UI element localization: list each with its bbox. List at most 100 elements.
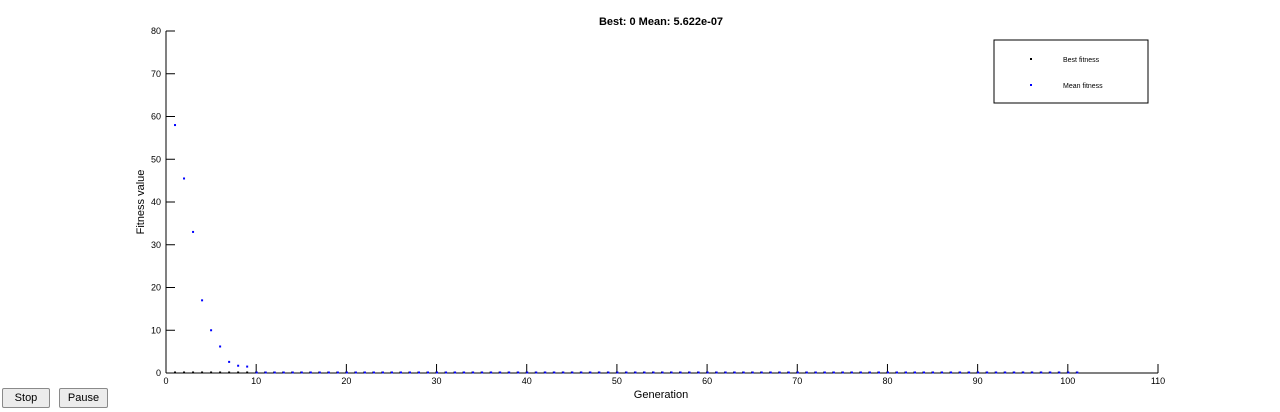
y-tick-label: 70 <box>151 69 161 79</box>
mean-fitness-point <box>1013 371 1016 374</box>
best-fitness-point <box>201 371 204 374</box>
mean-fitness-point <box>201 299 204 302</box>
mean-fitness-point <box>390 371 393 374</box>
mean-fitness-point <box>1040 371 1043 374</box>
mean-fitness-point <box>914 371 917 374</box>
mean-fitness-point <box>1031 371 1034 374</box>
x-tick-label: 110 <box>1151 376 1165 386</box>
mean-fitness-point <box>345 371 348 374</box>
mean-fitness-point <box>968 371 971 374</box>
best-fitness-point <box>228 371 231 374</box>
y-tick-label: 40 <box>151 197 161 207</box>
mean-fitness-point <box>787 371 790 374</box>
legend-marker-mean <box>1030 84 1032 86</box>
best-fitness-point <box>192 371 195 374</box>
x-axis-label: Generation <box>634 389 688 401</box>
mean-fitness-point <box>950 371 953 374</box>
mean-fitness-point <box>363 371 366 374</box>
legend-marker-best <box>1030 58 1032 60</box>
best-fitness-point <box>237 371 240 374</box>
y-axis-label: Fitness value <box>135 170 147 235</box>
mean-fitness-point <box>228 360 231 363</box>
mean-fitness-point <box>454 371 457 374</box>
mean-fitness-point <box>580 371 583 374</box>
best-fitness-point <box>183 371 186 374</box>
tick-labels: 0 10 20 30 40 50 60 70 80 90 100 110 0 10 20 30 40 50 60 70… <box>151 26 1165 386</box>
best-fitness-point <box>219 371 222 374</box>
x-tick-label: 0 <box>163 376 168 386</box>
legend-label-mean: Mean fitness <box>1063 83 1103 90</box>
mean-fitness-point <box>832 371 835 374</box>
mean-fitness-point <box>219 345 222 348</box>
mean-fitness-point <box>381 371 384 374</box>
mean-fitness-point <box>742 371 745 374</box>
mean-fitness-point <box>246 365 249 368</box>
mean-fitness-point <box>814 371 817 374</box>
mean-fitness-point <box>769 371 772 374</box>
mean-fitness-point <box>715 371 718 374</box>
mean-fitness-point <box>354 371 357 374</box>
mean-fitness-point <box>796 371 799 374</box>
legend: Best fitness Mean fitness <box>993 39 1149 104</box>
mean-fitness-point <box>904 371 907 374</box>
mean-fitness-point <box>300 371 303 374</box>
mean-fitness-point <box>895 371 898 374</box>
mean-fitness-point <box>823 371 826 374</box>
mean-fitness-point <box>508 371 511 374</box>
mean-fitness-point <box>589 371 592 374</box>
mean-fitness-point <box>544 371 547 374</box>
mean-fitness-point <box>634 371 637 374</box>
mean-fitness-point <box>616 371 619 374</box>
mean-fitness-point <box>805 371 808 374</box>
mean-fitness-point <box>995 371 998 374</box>
stop-button[interactable]: Stop <box>2 388 50 408</box>
mean-fitness-point <box>499 371 502 374</box>
mean-fitness-point <box>986 371 989 374</box>
mean-fitness-point <box>724 371 727 374</box>
mean-fitness-point <box>760 371 763 374</box>
mean-fitness-point <box>174 124 177 127</box>
best-fitness-point <box>174 371 177 374</box>
mean-fitness-point <box>318 371 321 374</box>
y-tick-label: 20 <box>151 283 161 293</box>
mean-fitness-point <box>1022 371 1025 374</box>
mean-fitness-point <box>282 371 285 374</box>
x-tick-label: 50 <box>612 376 622 386</box>
x-tick-label: 100 <box>1060 376 1075 386</box>
mean-fitness-point <box>886 371 889 374</box>
mean-fitness-point <box>941 371 944 374</box>
mean-fitness-point <box>264 371 267 374</box>
mean-fitness-point <box>598 371 601 374</box>
x-tick-label: 30 <box>432 376 442 386</box>
mean-fitness-point <box>1049 371 1052 374</box>
y-tick-label: 0 <box>156 368 161 378</box>
mean-fitness-point <box>436 371 439 374</box>
mean-fitness-point <box>1058 371 1061 374</box>
y-tick-label: 80 <box>151 26 161 36</box>
x-tick-label: 80 <box>882 376 892 386</box>
mean-fitness-point <box>372 371 375 374</box>
mean-fitness-point <box>427 371 430 374</box>
mean-fitness-point <box>309 371 312 374</box>
mean-fitness-point <box>526 371 529 374</box>
legend-box <box>993 39 1149 104</box>
pause-button[interactable]: Pause <box>59 388 108 408</box>
mean-fitness-point <box>706 371 709 374</box>
mean-fitness-point <box>327 371 330 374</box>
mean-fitness-point <box>733 371 736 374</box>
x-tick-label: 40 <box>522 376 532 386</box>
mean-fitness-point <box>652 371 655 374</box>
x-tick-label: 60 <box>702 376 712 386</box>
mean-fitness-point <box>1067 371 1070 374</box>
mean-fitness-point <box>923 371 926 374</box>
mean-fitness-point <box>679 371 682 374</box>
mean-fitness-point <box>535 371 538 374</box>
mean-fitness-point <box>751 371 754 374</box>
mean-fitness-point <box>472 371 475 374</box>
x-tick-label: 90 <box>973 376 983 386</box>
mean-fitness-point <box>273 371 276 374</box>
mean-fitness-point <box>490 371 493 374</box>
y-tick-label: 50 <box>151 154 161 164</box>
mean-fitness-point <box>877 371 880 374</box>
